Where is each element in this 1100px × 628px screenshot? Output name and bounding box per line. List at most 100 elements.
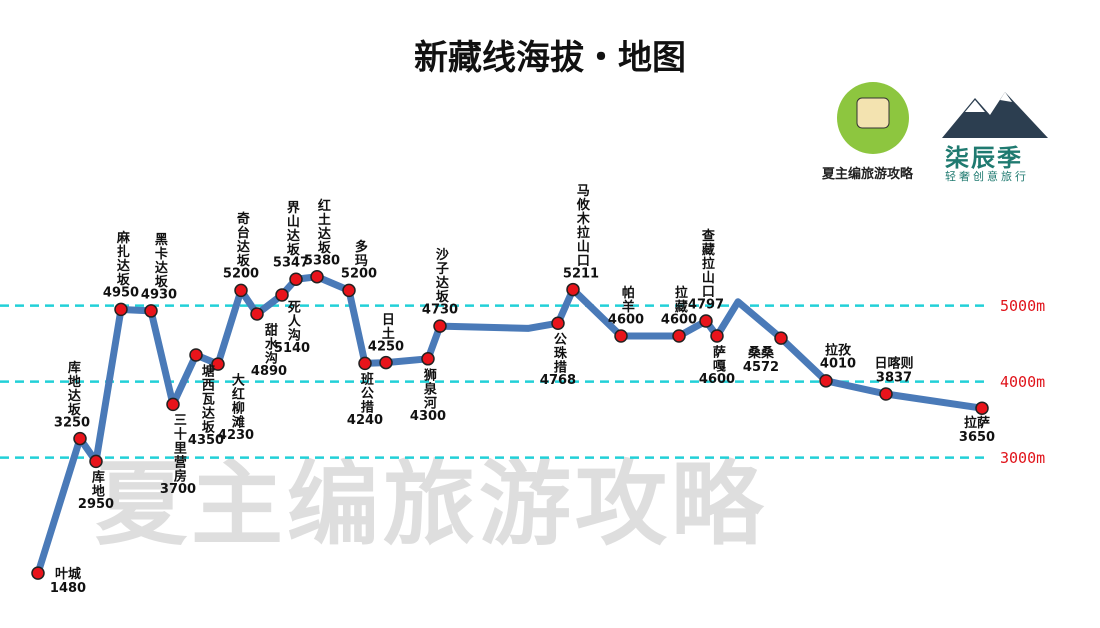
marker xyxy=(114,302,128,317)
place-name: 萨嘎 xyxy=(709,345,725,373)
place-name: 班公措 xyxy=(357,372,373,415)
marker xyxy=(551,316,565,330)
point-label: 三十里营房 3700 xyxy=(160,413,196,497)
elevation-label: 5200 xyxy=(340,266,378,282)
elevation-label: 4240 xyxy=(346,413,384,429)
logo-mountain xyxy=(942,92,1048,138)
elevation-label: 4350 xyxy=(187,433,225,448)
marker xyxy=(421,352,435,366)
elevation-label: 2950 xyxy=(77,497,115,513)
point-label: 甜水沟 4890 xyxy=(251,323,287,379)
place-name: 查藏拉山口 xyxy=(698,228,714,299)
marker xyxy=(31,566,45,580)
place-name: 甜水沟 xyxy=(261,322,277,365)
marker xyxy=(189,348,203,362)
elevation-label: 4572 xyxy=(742,359,780,375)
elevation-label: 1480 xyxy=(49,580,87,596)
point-label: 拉藏 4600 xyxy=(661,285,697,327)
elevation-label: 4300 xyxy=(409,408,447,424)
point-label: 死人沟 5140 xyxy=(274,300,310,356)
elevation-label: 5140 xyxy=(273,340,311,356)
marker xyxy=(710,329,724,343)
point-label: 日喀则 3837 xyxy=(874,358,913,385)
point-label: 拉萨 3650 xyxy=(959,417,995,444)
point-label: 库地 2950 xyxy=(78,470,114,512)
point-label: 界山达坂 5347 xyxy=(273,201,309,271)
place-name: 界山达坂 xyxy=(283,200,299,257)
marker xyxy=(358,356,372,371)
logo-left-text: 夏主编旅游攻略 xyxy=(822,167,914,182)
point-label: 拉孜 4010 xyxy=(820,343,856,372)
elevation-label: 4930 xyxy=(140,287,178,303)
place-name: 库地达坂 xyxy=(64,359,80,416)
place-name: 狮泉河 xyxy=(420,367,436,410)
marker xyxy=(310,269,324,284)
marker xyxy=(774,331,788,345)
place-name: 三十里营房 xyxy=(170,413,186,484)
elevation-label: 4600 xyxy=(607,312,645,328)
place-name: 麻扎达坂 xyxy=(113,230,129,287)
elevation-label: 3700 xyxy=(159,482,197,498)
marker xyxy=(250,307,264,321)
marker xyxy=(275,288,289,302)
marker xyxy=(614,329,628,343)
place-name: 拉孜 xyxy=(824,343,851,359)
elevation-label: 4230 xyxy=(217,428,255,444)
logo-snow xyxy=(965,92,1012,112)
place-name: 拉藏 xyxy=(671,285,687,314)
marker xyxy=(672,329,686,343)
y-tick-label: 4000m xyxy=(1000,372,1046,391)
elevation-label: 5347 xyxy=(272,255,310,271)
marker xyxy=(234,283,248,298)
place-name: 黑卡达坂 xyxy=(151,232,167,289)
marker xyxy=(342,283,356,298)
logo-right-text: 柒辰季 xyxy=(945,144,1023,172)
elevation-label: 4797 xyxy=(687,297,725,313)
marker xyxy=(699,314,713,328)
elevation-label: 4950 xyxy=(102,285,140,301)
place-name: 叶城 xyxy=(54,567,81,583)
place-name: 公珠措 xyxy=(550,332,566,375)
marker xyxy=(879,387,893,401)
point-label: 日土 4250 xyxy=(368,312,404,354)
place-name: 帕羊 xyxy=(618,285,634,314)
logo-right-sub: 轻奢创意旅行 xyxy=(945,170,1029,183)
point-label: 沙子达坂 4730 xyxy=(422,247,458,317)
elevation-label: 5380 xyxy=(303,253,341,269)
point-label: 桑桑 4572 xyxy=(743,347,779,374)
marker xyxy=(73,431,87,446)
place-name: 日喀则 xyxy=(874,356,914,372)
place-name: 多玛 xyxy=(351,239,367,268)
marker xyxy=(166,397,180,412)
place-name: 塘西瓦达坂 xyxy=(198,364,214,434)
point-label: 班公措 4240 xyxy=(347,372,383,428)
marker xyxy=(144,304,158,318)
marker xyxy=(975,401,989,415)
marker xyxy=(819,374,833,388)
marker xyxy=(289,272,303,286)
point-label: 叶城 1480 xyxy=(50,568,86,595)
marker xyxy=(89,454,103,469)
point-label: 查藏拉山口 4797 xyxy=(688,228,724,312)
elevation-label: 4890 xyxy=(250,363,288,379)
point-label: 狮泉河 4300 xyxy=(410,368,446,424)
elevation-label: 4730 xyxy=(421,302,459,318)
elevation-label: 5211 xyxy=(562,265,600,281)
point-label: 奇台达坂 5200 xyxy=(223,212,259,282)
point-label: 帕羊 4600 xyxy=(608,285,644,327)
marker xyxy=(379,355,393,370)
elevation-label: 4768 xyxy=(539,373,577,389)
place-name: 奇台达坂 xyxy=(233,211,249,268)
elevation-label: 4250 xyxy=(367,338,405,354)
point-label: 马攸木拉山口 5211 xyxy=(563,183,599,281)
elevation-label: 5200 xyxy=(222,266,260,282)
point-label: 萨嘎 4600 xyxy=(699,345,735,387)
point-label: 红土达坂 5380 xyxy=(304,198,340,268)
point-label: 麻扎达坂 4950 xyxy=(103,231,139,301)
place-name: 沙子达坂 xyxy=(432,247,448,304)
elevation-label: 4600 xyxy=(698,372,736,387)
point-label: 大红柳滩 4230 xyxy=(218,373,254,443)
elevation-label: 3837 xyxy=(875,370,913,386)
